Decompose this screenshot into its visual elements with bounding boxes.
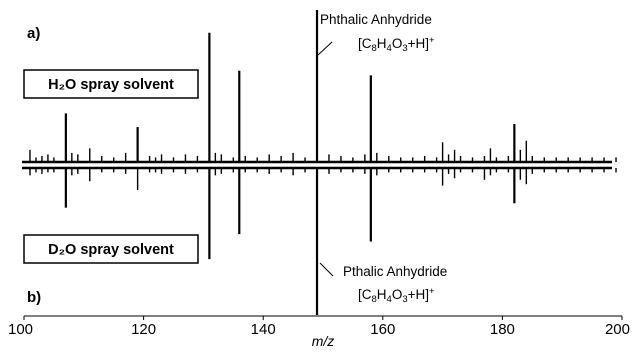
d2o-solvent-box: [23, 234, 199, 264]
h2o-solvent-box: [23, 69, 199, 99]
x-tick-label-140: 140: [251, 321, 276, 338]
h2o-peaks: [29, 10, 617, 162]
x-axis-label: m/z: [312, 333, 335, 348]
panel-label-a: a): [27, 25, 40, 42]
x-tick-label-160: 160: [370, 321, 395, 338]
h2o-solvent-label: H₂O spray solvent: [48, 77, 174, 93]
annotation-top-pointer: [317, 41, 333, 56]
annotation-top-name: Phthalic Anhydride: [320, 12, 432, 27]
panel-label-b: b): [27, 289, 41, 306]
annotation-bottom-formula: [C8H4O3+H]+: [358, 286, 435, 305]
d2o-solvent-label: D₂O spray solvent: [48, 242, 174, 258]
annotation-bottom-name: Pthalic Anhydride: [343, 264, 447, 279]
annotation-top-formula: [C8H4O3+H]+: [358, 35, 435, 54]
x-tick-label-180: 180: [490, 321, 515, 338]
x-tick-label-120: 120: [131, 321, 156, 338]
x-tick-label-200: 200: [605, 321, 630, 338]
x-axis-ticks: 100 120 140 160 180 200: [8, 316, 630, 338]
x-tick-label-100: 100: [8, 321, 33, 338]
annotation-bottom-pointer: [319, 262, 334, 277]
